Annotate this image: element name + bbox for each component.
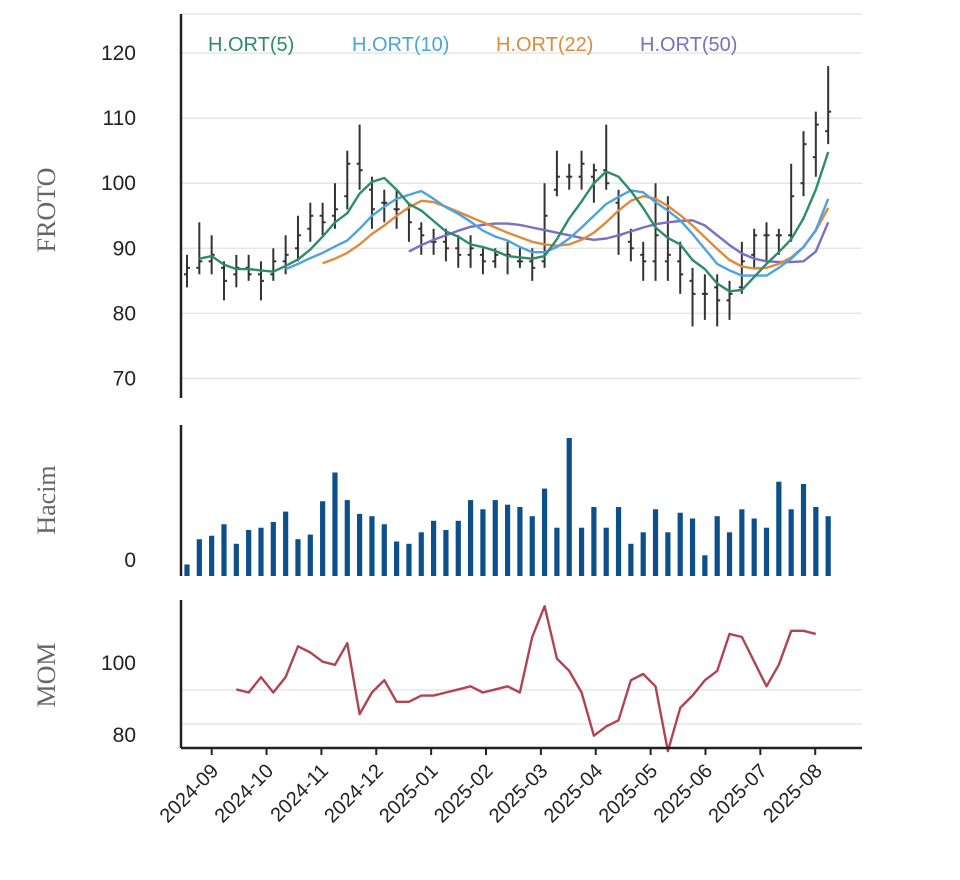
- volume-bar: [578, 527, 585, 576]
- volume-bar: [504, 504, 511, 576]
- volume-bar: [788, 509, 794, 576]
- price-ytick: 70: [113, 367, 136, 390]
- mom-line: [236, 605, 817, 753]
- volume-y-ticks: 0: [124, 549, 136, 572]
- volume-bar: [381, 524, 387, 576]
- price-ylabel: FROTO: [32, 168, 61, 253]
- volume-bar: [369, 516, 375, 576]
- volume-bar: [184, 564, 190, 576]
- volume-bar: [258, 527, 264, 576]
- volume-bar: [541, 488, 548, 576]
- volume-bar: [221, 524, 227, 576]
- volume-bar: [615, 507, 622, 576]
- x-tick-label: 2024-12: [320, 760, 387, 827]
- volume-bar: [196, 539, 202, 576]
- volume-bar: [640, 532, 646, 576]
- price-ytick: 100: [101, 172, 136, 195]
- volume-bar: [591, 507, 597, 576]
- volume-bar: [467, 500, 474, 576]
- volume-bar: [628, 543, 634, 576]
- x-tick-label: 2025-07: [704, 760, 771, 827]
- volume-bar: [320, 501, 326, 576]
- volume-bar: [295, 539, 301, 576]
- volume-bar: [480, 509, 486, 576]
- price-gridlines: [181, 13, 862, 380]
- mom-gridlines: [181, 689, 862, 725]
- price-candles: [184, 66, 832, 327]
- legend-entry: H.ORT(50): [640, 34, 737, 56]
- volume-bar: [603, 527, 609, 576]
- volume-bar: [332, 472, 338, 576]
- legend-entry: H.ORT(10): [352, 34, 449, 56]
- volume-bar: [566, 438, 572, 576]
- volume-bar: [702, 555, 708, 576]
- volume-bar: [825, 516, 831, 576]
- volume-ytick: 0: [124, 549, 136, 572]
- legend-entry: H.ORT(22): [496, 34, 593, 56]
- mom-ytick: 100: [101, 652, 136, 675]
- volume-bar: [492, 500, 498, 576]
- volume-bar: [677, 512, 683, 576]
- volume-bar: [726, 532, 733, 576]
- x-tick-label: 2024-11: [267, 760, 333, 826]
- volume-bar: [443, 530, 449, 576]
- volume-bar: [763, 527, 770, 576]
- volume-bar: [751, 518, 757, 576]
- volume-bar: [517, 507, 523, 576]
- volume-bar: [431, 520, 437, 576]
- volume-bar: [455, 520, 461, 576]
- volume-bar: [739, 509, 745, 576]
- volume-bar: [529, 516, 535, 576]
- price-y-ticks: 70 80 90 100 110 120: [101, 42, 136, 390]
- x-tick-label: 2025-03: [485, 760, 552, 827]
- volume-bar: [776, 481, 782, 576]
- volume-ylabel: Hacim: [32, 465, 61, 534]
- volume-bar: [689, 518, 696, 576]
- x-tick-label: 2025-02: [430, 760, 497, 827]
- volume-bar: [283, 511, 289, 576]
- ma10-line: [285, 189, 830, 277]
- x-tick-label: 2025-08: [759, 760, 826, 827]
- mom-ytick: 80: [113, 724, 136, 747]
- volume-bar: [307, 534, 313, 576]
- volume-bar: [406, 543, 412, 576]
- mom-y-ticks: 80 100: [101, 652, 136, 747]
- x-ticks: 2024-092024-102024-112024-122025-012025-…: [156, 748, 827, 827]
- x-tick-label: 2025-05: [595, 760, 662, 827]
- volume-bar: [394, 541, 400, 576]
- volume-bar: [665, 532, 671, 576]
- ma22-line: [322, 195, 830, 270]
- volume-bar: [246, 530, 252, 576]
- x-tick-label: 2024-09: [156, 760, 223, 827]
- volume-bar: [270, 521, 276, 576]
- volume-bar: [652, 509, 659, 576]
- price-ytick: 80: [113, 302, 136, 325]
- volume-bar: [344, 500, 350, 576]
- volume-bar: [209, 535, 215, 576]
- price-ytick: 90: [113, 237, 136, 260]
- price-ytick: 110: [103, 107, 136, 130]
- x-tick-label: 2025-04: [540, 760, 607, 827]
- ma50-line: [408, 219, 830, 264]
- volume-bar: [418, 532, 424, 576]
- axes: [179, 14, 862, 750]
- volume-bar: [233, 543, 239, 576]
- price-moving-averages: [199, 151, 830, 293]
- x-tick-label: 2025-06: [650, 760, 717, 827]
- legend: H.ORT(5) H.ORT(10) H.ORT(22) H.ORT(50): [208, 34, 737, 56]
- ma5-line: [199, 151, 830, 293]
- price-ytick: 120: [101, 42, 136, 65]
- volume-bar: [813, 507, 819, 576]
- volume-bars: [184, 438, 831, 576]
- x-tick-label: 2024-10: [211, 760, 278, 827]
- volume-bar: [357, 513, 363, 576]
- volume-bar: [800, 484, 807, 576]
- volume-bar: [554, 527, 560, 576]
- legend-entry: H.ORT(5): [208, 34, 294, 56]
- mom-ylabel: MOM: [32, 642, 61, 707]
- x-tick-label: 2025-01: [375, 760, 442, 827]
- volume-bar: [714, 516, 720, 576]
- mom-series: [236, 605, 817, 753]
